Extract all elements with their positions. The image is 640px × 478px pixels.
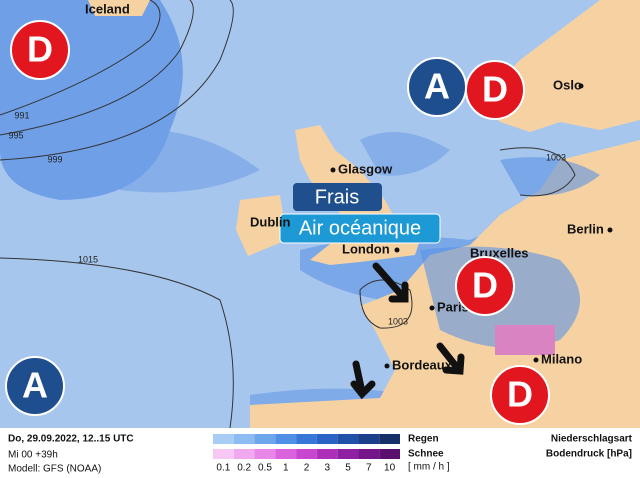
snow-swatch xyxy=(233,449,255,459)
city-label: Glasgow xyxy=(338,161,393,176)
banner-title-box xyxy=(293,183,382,211)
isobar-label: 1003 xyxy=(546,152,566,162)
rain-swatch xyxy=(213,434,234,444)
pressure-badge xyxy=(10,20,70,80)
legend-scale-label: 2 xyxy=(304,463,310,474)
snow-swatch xyxy=(254,449,276,459)
pressure-badge xyxy=(490,365,550,425)
city-label: Bordeaux xyxy=(392,357,453,372)
legend-scale-label: 0.5 xyxy=(258,463,272,474)
rain-swatch xyxy=(254,434,276,444)
rain-swatch xyxy=(296,434,317,444)
isobar-label: 995 xyxy=(8,130,23,140)
pressure-badge xyxy=(465,60,525,120)
footer-right-1: Niederschlagsart xyxy=(551,434,633,445)
footer-model: Modell: GFS (NOAA) xyxy=(8,464,101,475)
snow-swatch xyxy=(213,449,234,459)
legend-scale-label: 0.2 xyxy=(237,463,251,474)
isobar-label: 991 xyxy=(14,110,29,120)
legend-scale-label: 0.1 xyxy=(216,463,230,474)
pressure-letter: D xyxy=(482,69,508,110)
legend-scale-label: 1 xyxy=(283,463,289,474)
isobar-label: 999 xyxy=(47,154,62,164)
pressure-letter: D xyxy=(27,29,53,70)
city-dot xyxy=(533,357,539,363)
legend-scale-label: 7 xyxy=(366,463,372,474)
rain-swatch xyxy=(337,434,359,444)
rain-swatch xyxy=(358,434,380,444)
legend-scale-label: 10 xyxy=(384,463,396,474)
legend-scale-label: 5 xyxy=(345,463,351,474)
pressure-letter: A xyxy=(424,66,450,107)
pressure-letter: A xyxy=(22,365,48,406)
snow-swatch xyxy=(275,449,297,459)
pressure-badge xyxy=(5,356,65,416)
footer-date: Do, 29.09.2022, 12..15 UTC xyxy=(8,434,134,445)
legend-rain: Regen xyxy=(408,434,439,445)
pressure-letter: D xyxy=(507,374,533,415)
footer-right-2: Bodendruck [hPa] xyxy=(546,449,632,460)
snow-swatch xyxy=(379,449,400,459)
isobars xyxy=(0,0,576,429)
rain-swatch xyxy=(379,434,400,444)
city-label: Oslo xyxy=(553,77,582,92)
banner-title: Frais xyxy=(315,186,359,208)
city-label: Berlin xyxy=(567,221,604,236)
isobar-label: 1003 xyxy=(388,316,408,326)
isobar-label: 1015 xyxy=(78,254,98,264)
city-dot xyxy=(429,305,435,311)
city-dot xyxy=(394,247,400,253)
snow-swatch xyxy=(358,449,380,459)
rain-swatch xyxy=(316,434,338,444)
city-dot xyxy=(578,83,584,89)
rain-swatch xyxy=(275,434,297,444)
city-label: Dublin xyxy=(250,214,290,229)
city-dot xyxy=(330,167,336,173)
city-dot xyxy=(607,227,613,233)
snow-swatch xyxy=(337,449,359,459)
legend-unit: [ mm / h ] xyxy=(408,462,450,473)
snow-swatch xyxy=(296,449,317,459)
banner-subtitle-box xyxy=(279,213,441,244)
city-label: Iceland xyxy=(85,1,130,16)
arrows xyxy=(350,262,465,400)
pressure-letter: D xyxy=(472,265,498,306)
city-dot xyxy=(384,363,390,369)
snow-swatch xyxy=(316,449,338,459)
city-label: Milano xyxy=(541,351,582,366)
banner-subtitle: Air océanique xyxy=(299,217,421,239)
pressure-badge xyxy=(455,256,515,316)
rain-swatch xyxy=(233,434,255,444)
city-label: London xyxy=(342,241,390,256)
legend-snow: Schnee xyxy=(408,449,444,460)
legend-scale-label: 3 xyxy=(324,463,330,474)
footer-run: Mi 00 +39h xyxy=(8,450,58,461)
